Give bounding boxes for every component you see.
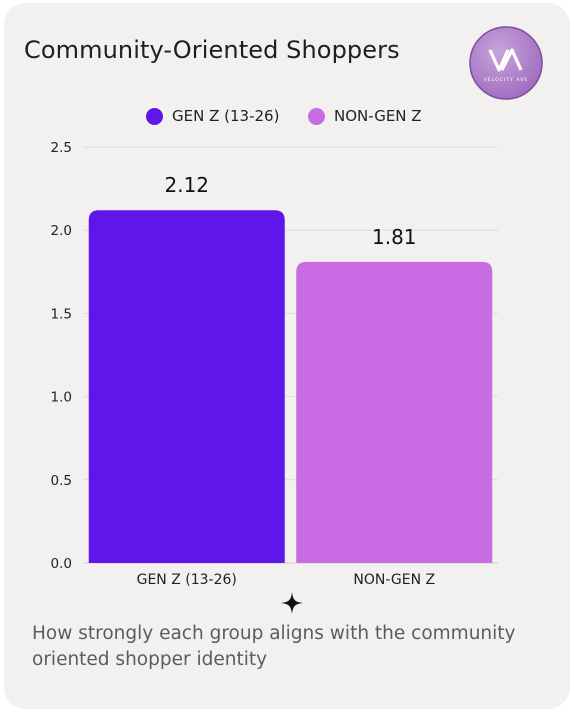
legend-swatch-gen-z — [146, 107, 163, 125]
bar-chart: 0.0 0.5 1.0 1.5 2.0 2.5 2.12 GEN Z (13-26) 1.81 N… — [51, 140, 498, 588]
chart-legend: GEN Z (13-26) NON-GEN Z — [0, 103, 578, 129]
chart-caption: How strongly each group aligns with the … — [32, 623, 516, 670]
y-tick-label: 1.5 — [51, 306, 72, 322]
y-tick-label: 0.0 — [51, 556, 72, 572]
bar-gen-z — [88, 210, 285, 563]
velocity-ave-logo: VELOCITY AVE — [469, 26, 543, 100]
y-tick-label: 1.0 — [51, 390, 72, 406]
y-tick-label: 2.5 — [51, 140, 72, 156]
logo-text: VELOCITY AVE — [484, 77, 529, 83]
x-category-label: GEN Z (13-26) — [137, 572, 237, 588]
legend-item-gen-z: GEN Z (13-26) — [146, 103, 279, 129]
chart-title: Community-Oriented Shoppers — [24, 36, 400, 64]
bar-value-label: 1.81 — [372, 225, 417, 249]
bar-non-gen-z — [296, 261, 493, 563]
legend-label-gen-z: GEN Z (13-26) — [172, 107, 280, 125]
four-point-star-icon — [280, 591, 304, 615]
x-category-label: NON-GEN Z — [353, 572, 435, 588]
legend-swatch-non-gen-z — [308, 107, 325, 125]
legend-item-non-gen-z: NON-GEN Z — [308, 103, 422, 129]
bar-value-label: 2.12 — [164, 173, 209, 197]
legend-label-non-gen-z: NON-GEN Z — [334, 107, 422, 125]
y-tick-label: 0.5 — [51, 473, 72, 489]
y-tick-label: 2.0 — [51, 223, 72, 239]
